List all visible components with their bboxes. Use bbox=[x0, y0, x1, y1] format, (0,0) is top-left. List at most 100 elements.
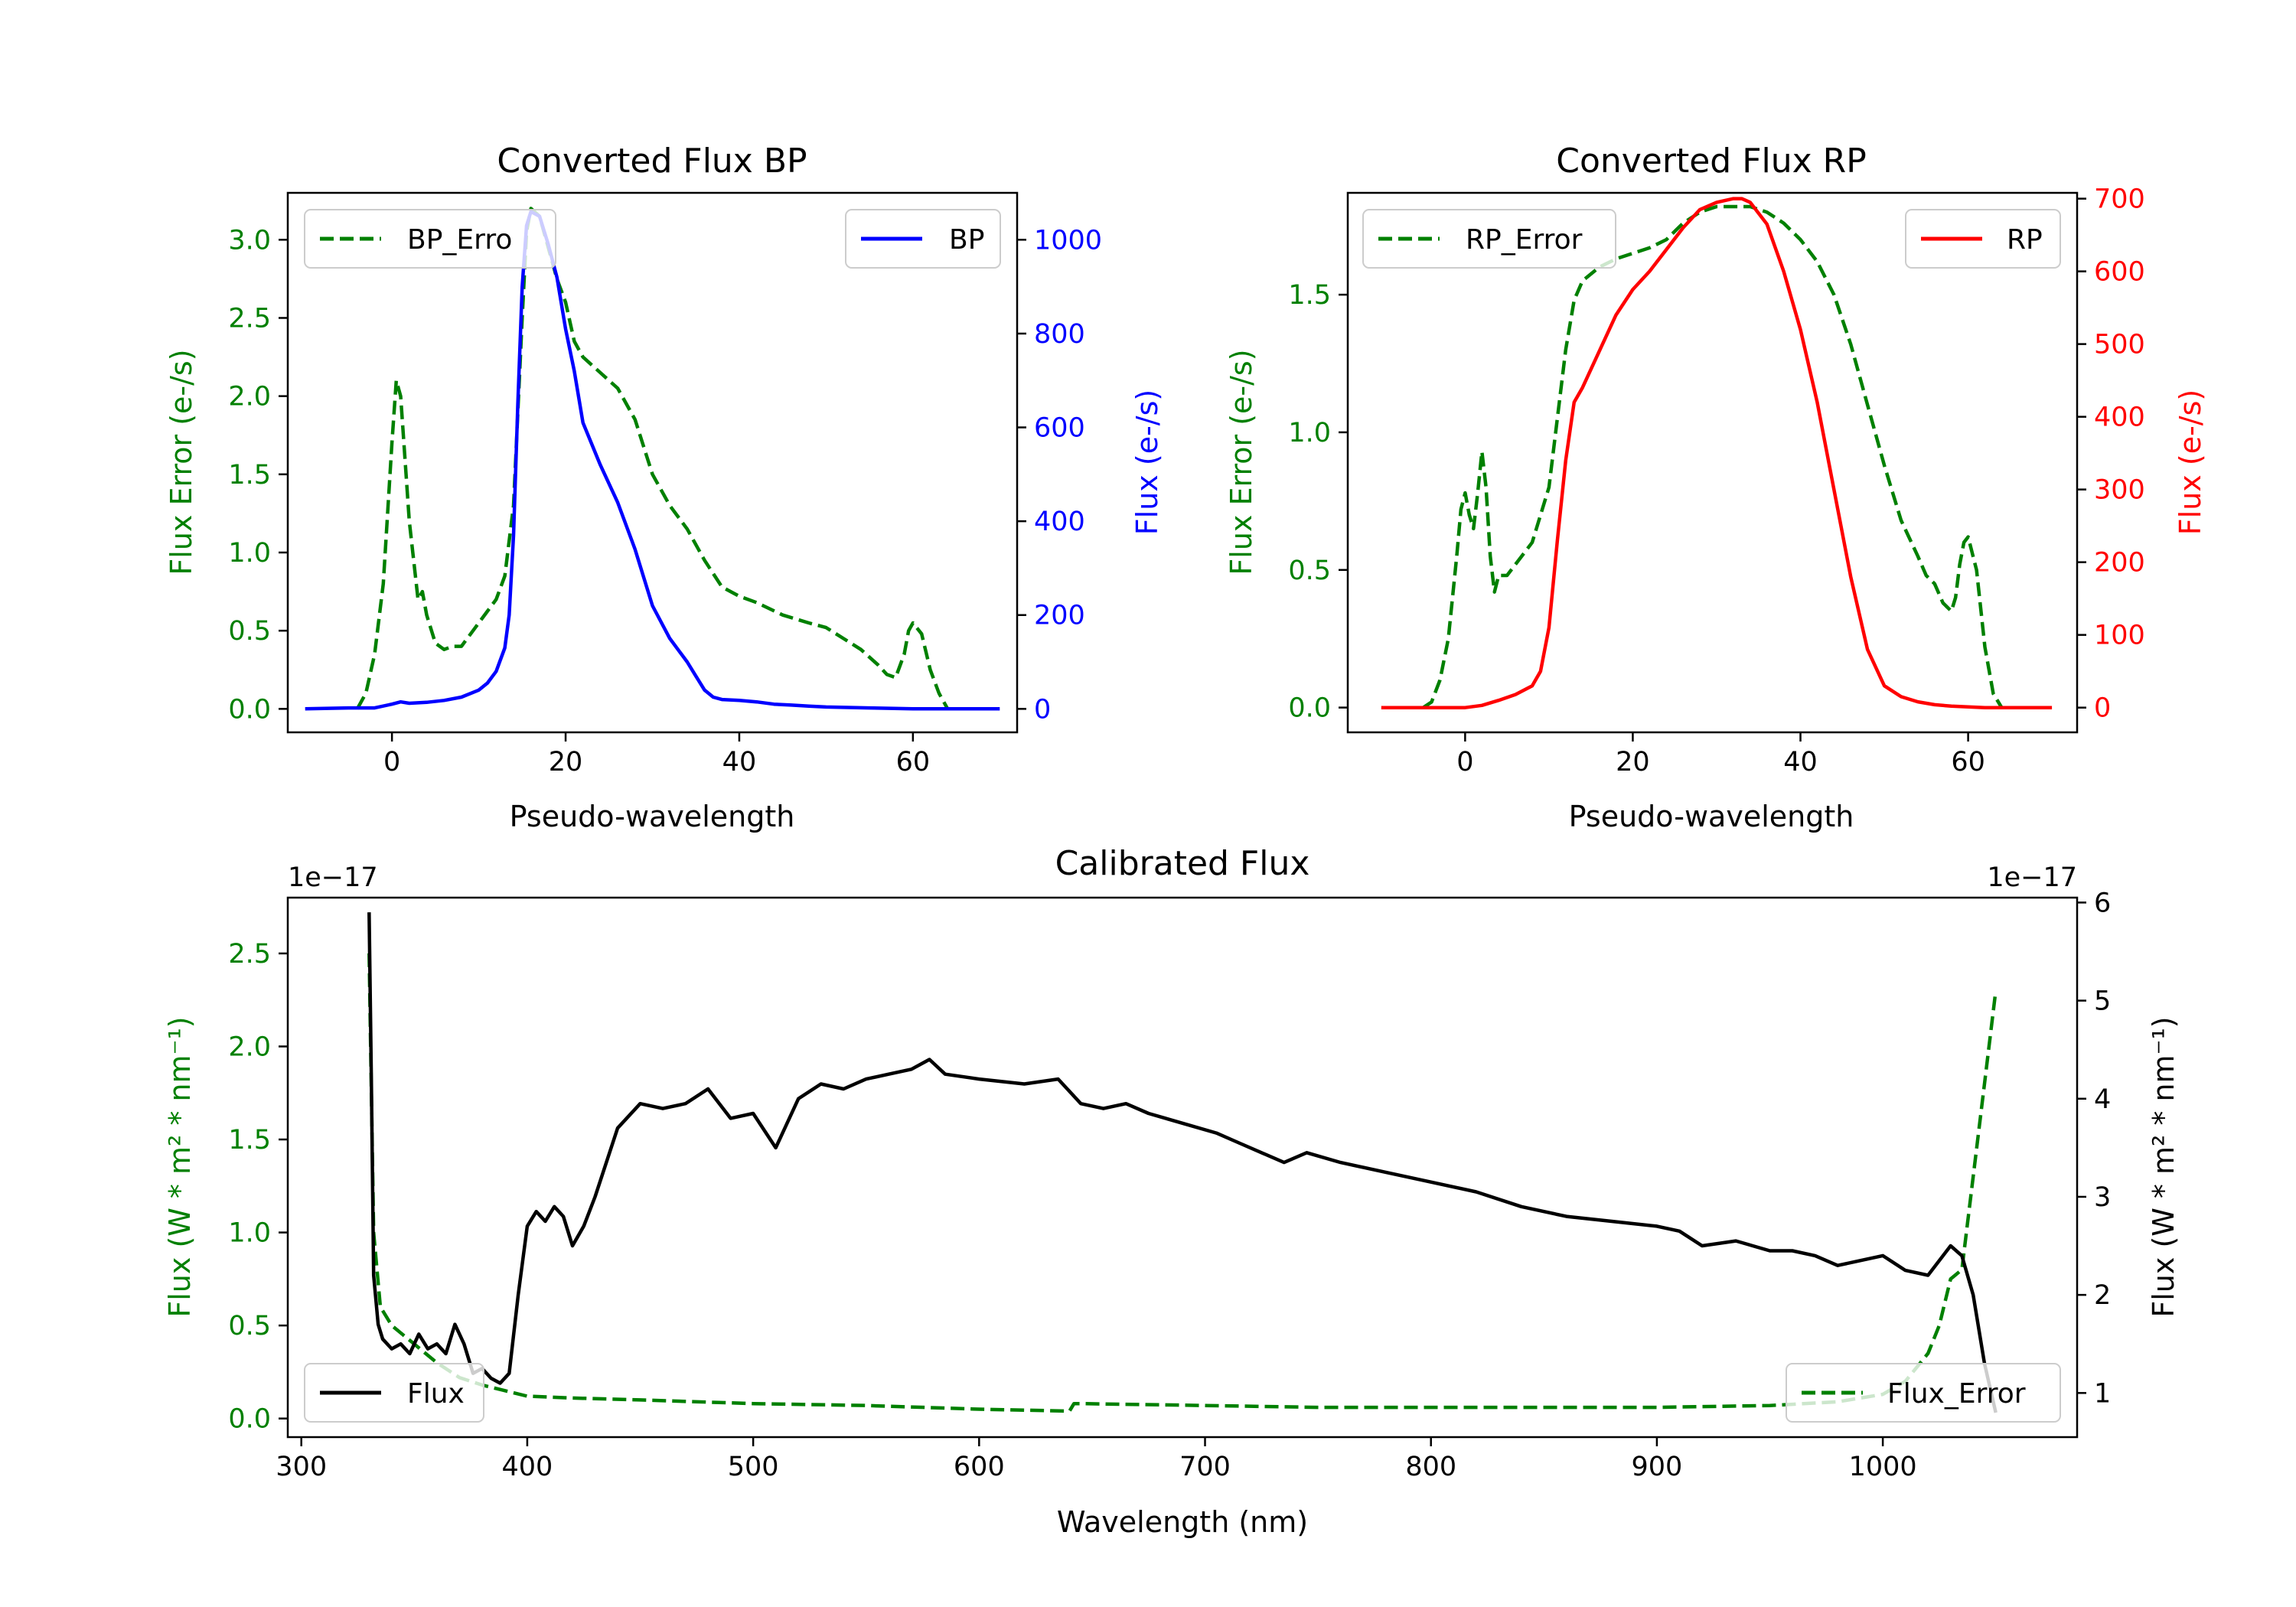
y-left-tick-label: 2.5 bbox=[228, 303, 271, 334]
y-left-tick-label: 0.5 bbox=[228, 1311, 271, 1341]
legend-box bbox=[1786, 1363, 2061, 1423]
y-right-tick-label: 1 bbox=[2094, 1378, 2111, 1409]
chart-cal-ylabel-right: Flux (W * m² * nm⁻¹) bbox=[2147, 1016, 2180, 1317]
y-right-tick-label: 200 bbox=[2094, 548, 2145, 579]
series-line-flux-error bbox=[367, 953, 1998, 1413]
y-right-tick-label: 0 bbox=[1034, 694, 1051, 725]
chart-bp-ylabel-right: Flux (e-/s) bbox=[1130, 390, 1164, 535]
y-left-tick-label: 0.5 bbox=[1288, 556, 1331, 586]
y-right-tick-label: 500 bbox=[2094, 330, 2145, 360]
legend-label-flux-error: Flux_Error bbox=[1887, 1378, 2026, 1410]
y-left-tick-label: 1.5 bbox=[1288, 280, 1331, 311]
chart-rp-legend-right: RP bbox=[1905, 209, 2061, 269]
legend-label-flux: Flux bbox=[407, 1378, 465, 1410]
legend-label-rp-error: RP_Error bbox=[1466, 224, 1583, 256]
x-tick-label: 60 bbox=[896, 747, 931, 777]
y-right-tick-label: 400 bbox=[1034, 507, 1085, 537]
y-right-tick-label: 800 bbox=[1034, 319, 1085, 350]
chart-bp-xlabel: Pseudo-wavelength bbox=[510, 800, 795, 833]
x-tick-label: 60 bbox=[1951, 747, 1985, 777]
y-left-tick-label: 1.0 bbox=[1288, 418, 1331, 448]
y-right-tick-label: 100 bbox=[2094, 621, 2145, 651]
y-right-tick-label: 400 bbox=[2094, 403, 2145, 433]
y-left-tick-label: 1.0 bbox=[228, 538, 271, 569]
chart-cal-frame bbox=[286, 896, 2079, 1439]
x-tick-label: 20 bbox=[549, 747, 583, 777]
chart-rp-legend-left: RP_Error bbox=[1362, 209, 1616, 269]
x-tick-label: 400 bbox=[502, 1452, 553, 1482]
legend-box bbox=[1362, 209, 1616, 269]
chart-cal-offset-right: 1e−17 bbox=[1987, 862, 2077, 893]
chart-bp-ticks: 0 20 40 60 0.0 0.5 1.0 1.5 2.0 2.5 3.0 0 200 400 600 80… bbox=[228, 225, 1102, 777]
chart-bp-ylabel-left: Flux Error (e-/s) bbox=[165, 349, 198, 575]
series-line-bp bbox=[305, 210, 1000, 711]
y-left-tick-label: 2.5 bbox=[228, 939, 271, 970]
chart-rp-ylabel-right: Flux (e-/s) bbox=[2174, 390, 2207, 535]
y-left-tick-label: 2.0 bbox=[228, 382, 271, 412]
x-tick-label: 700 bbox=[1179, 1452, 1231, 1482]
y-right-tick-label: 600 bbox=[1034, 413, 1085, 444]
chart-cal-legend-right: Flux_Error bbox=[1786, 1363, 2061, 1423]
y-left-tick-label: 3.0 bbox=[228, 225, 271, 256]
y-right-tick-label: 300 bbox=[2094, 475, 2145, 506]
y-right-tick-label: 1000 bbox=[1034, 225, 1102, 256]
series-line-rp-error bbox=[1422, 204, 2004, 709]
chart-rp-frame bbox=[1346, 191, 2079, 734]
series-line-flux bbox=[367, 912, 1998, 1413]
x-tick-label: 20 bbox=[1616, 747, 1650, 777]
y-right-tick-label: 700 bbox=[2094, 184, 2145, 215]
y-left-tick-label: 1.5 bbox=[228, 460, 271, 491]
chart-rp: Converted Flux RP 0 20 40 60 0.0 0.5 1.0 1.5 0 10… bbox=[1225, 142, 2207, 833]
y-right-tick-label: 600 bbox=[2094, 257, 2145, 288]
chart-cal-legend-left: Flux bbox=[304, 1363, 484, 1423]
chart-cal: Calibrated Flux 1e−17 1e−17 300 400 500 600… bbox=[163, 844, 2180, 1539]
x-tick-label: 900 bbox=[1632, 1452, 1683, 1482]
chart-bp-marks bbox=[305, 207, 1000, 711]
legend-box bbox=[845, 209, 1001, 269]
legend-box bbox=[304, 1363, 484, 1423]
chart-cal-offset-left: 1e−17 bbox=[288, 862, 378, 893]
chart-cal-ticks: 300 400 500 600 700 800 900 1000 0.0 0.5 1.0 1.5 2.0… bbox=[228, 888, 2111, 1482]
y-left-tick-label: 1.0 bbox=[228, 1218, 271, 1249]
chart-rp-xlabel: Pseudo-wavelength bbox=[1569, 800, 1854, 833]
y-left-tick-label: 1.5 bbox=[228, 1125, 271, 1156]
y-right-tick-label: 0 bbox=[2094, 693, 2111, 724]
legend-label-rp: RP bbox=[2007, 224, 2043, 256]
chart-bp-frame bbox=[286, 191, 1019, 734]
series-line-bp-error bbox=[355, 207, 950, 710]
x-tick-label: 300 bbox=[276, 1452, 327, 1482]
chart-cal-marks bbox=[367, 912, 1998, 1413]
chart-cal-xlabel: Wavelength (nm) bbox=[1057, 1505, 1308, 1539]
chart-rp-title: Converted Flux RP bbox=[1556, 142, 1867, 181]
x-tick-label: 600 bbox=[954, 1452, 1005, 1482]
x-tick-label: 0 bbox=[383, 747, 400, 777]
y-right-tick-label: 200 bbox=[1034, 601, 1085, 631]
x-tick-label: 40 bbox=[1783, 747, 1818, 777]
x-tick-label: 0 bbox=[1456, 747, 1473, 777]
x-tick-label: 40 bbox=[722, 747, 757, 777]
y-left-tick-label: 0.0 bbox=[228, 1404, 271, 1435]
y-left-tick-label: 0.0 bbox=[1288, 693, 1331, 724]
chart-rp-ticks: 0 20 40 60 0.0 0.5 1.0 1.5 0 100 200 300 400 500 600 70… bbox=[1288, 184, 2144, 777]
series-line-rp bbox=[1381, 197, 2053, 709]
legend-label-bp: BP bbox=[949, 224, 984, 256]
chart-bp: Converted Flux BP 0 20 40 60 0.0 0.5 1.0 1.5 2.0… bbox=[165, 142, 1164, 833]
y-left-tick-label: 2.0 bbox=[228, 1032, 271, 1062]
legend-label-bp-error: BP_Erro bbox=[407, 224, 512, 256]
y-right-tick-label: 3 bbox=[2094, 1182, 2111, 1213]
chart-cal-ylabel-left: Flux (W * m² * nm⁻¹) bbox=[163, 1016, 197, 1317]
y-right-tick-label: 2 bbox=[2094, 1280, 2111, 1311]
y-right-tick-label: 4 bbox=[2094, 1084, 2111, 1115]
legend-box bbox=[1905, 209, 2061, 269]
chart-cal-title: Calibrated Flux bbox=[1055, 844, 1310, 883]
x-tick-label: 1000 bbox=[1849, 1452, 1917, 1482]
chart-bp-legend-right: BP bbox=[845, 209, 1001, 269]
legend-box bbox=[304, 209, 556, 269]
x-tick-label: 800 bbox=[1405, 1452, 1456, 1482]
chart-rp-ylabel-left: Flux Error (e-/s) bbox=[1225, 349, 1258, 575]
chart-rp-marks bbox=[1381, 197, 2053, 709]
chart-bp-title: Converted Flux BP bbox=[497, 142, 807, 181]
x-tick-label: 500 bbox=[728, 1452, 779, 1482]
y-right-tick-label: 6 bbox=[2094, 888, 2111, 918]
